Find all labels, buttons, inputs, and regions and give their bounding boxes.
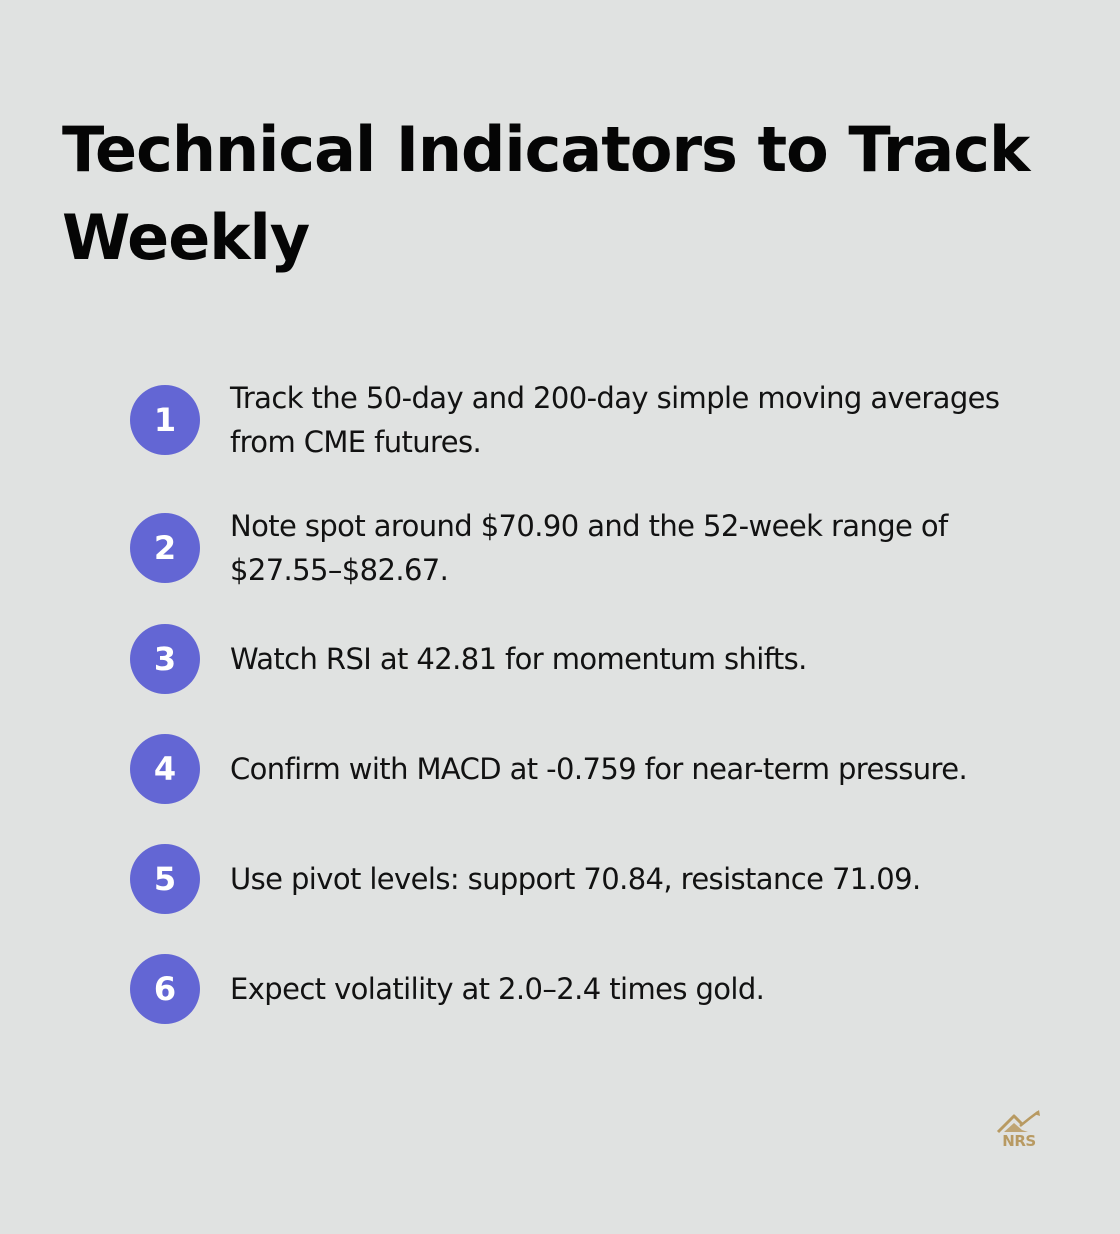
- list-item: 6 Expect volatility at 2.0–2.4 times gol…: [130, 954, 1070, 1024]
- step-text: Watch RSI at 42.81 for momentum shifts.: [230, 642, 807, 676]
- step-number-badge: 6: [130, 954, 200, 1024]
- step-text: Track the 50-day and 200-day simple movi…: [230, 381, 1000, 459]
- step-text: Note spot around $70.90 and the 52-week …: [230, 509, 948, 587]
- logo-text: NRS: [1002, 1132, 1036, 1150]
- step-number-badge: 1: [130, 385, 200, 455]
- step-number-badge: 5: [130, 844, 200, 914]
- list-item: 3 Watch RSI at 42.81 for momentum shifts…: [130, 624, 1070, 694]
- step-text: Expect volatility at 2.0–2.4 times gold.: [230, 972, 765, 1006]
- step-text: Confirm with MACD at -0.759 for near-ter…: [230, 752, 968, 786]
- page-title: Technical Indicators to Track Weekly: [62, 113, 1030, 274]
- list-item: 1 Track the 50-day and 200-day simple mo…: [130, 376, 1070, 464]
- brand-logo: NRS: [994, 1110, 1044, 1154]
- step-number-badge: 2: [130, 513, 200, 583]
- list-item: 5 Use pivot levels: support 70.84, resis…: [130, 844, 1070, 914]
- step-number-badge: 3: [130, 624, 200, 694]
- list-item: 4 Confirm with MACD at -0.759 for near-t…: [130, 734, 1070, 804]
- mountain-arrow-icon: [994, 1110, 1044, 1134]
- step-text: Use pivot levels: support 70.84, resista…: [230, 862, 921, 896]
- step-number-badge: 4: [130, 734, 200, 804]
- list-item: 2 Note spot around $70.90 and the 52-wee…: [130, 504, 1070, 592]
